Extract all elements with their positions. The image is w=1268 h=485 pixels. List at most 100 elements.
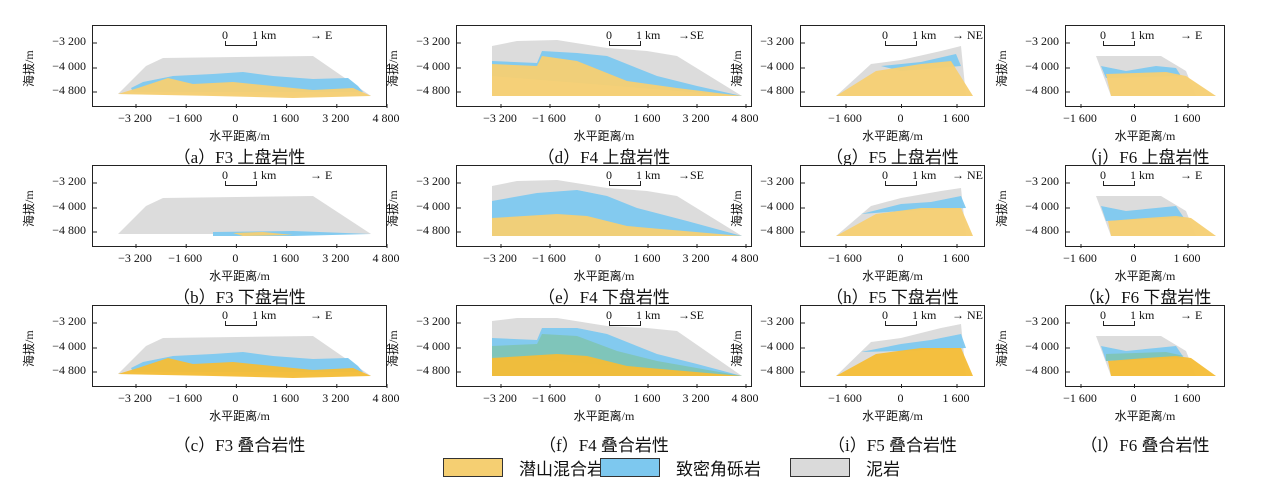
panel-caption: （j）F6 上盘岩性 [1080,148,1210,167]
y-tick-label: −4 000 [760,339,794,353]
lithology-layer [861,196,966,214]
cross-section [1066,42,1216,108]
y-tick-label: −3 200 [760,34,794,48]
x-tick-label: −3 200 [483,111,517,125]
y-tick-label: −4 000 [52,59,86,73]
legend-label: 泥岩 [866,460,900,479]
scale-bar: 0 1 km → E [1100,308,1250,328]
scale-zero: 0 [606,308,612,322]
cross-section [1066,322,1216,388]
y-axis-label: 海拔/m [730,50,744,87]
x-tick-label: 0 [595,391,601,405]
legend-label: 致密角砾岩 [676,460,761,479]
cross-section [1066,182,1216,248]
x-tick-label: 4 800 [372,251,400,265]
x-tick-label: 3 200 [682,251,710,265]
legend-item-mixed-rock: 潜山混合岩 [443,457,604,479]
x-axis-label: 水平距离/m [209,129,270,143]
plot-area [92,305,388,388]
scale-zero: 0 [1100,168,1106,182]
x-tick-label: −1 600 [168,111,203,125]
y-axis-label: 海拔/m [386,190,400,227]
scale-bar-line [225,41,257,46]
lithology-layer [1108,216,1216,236]
legend-item-breccia: 致密角砾岩 [600,457,761,479]
x-axis-label: 水平距离/m [1114,269,1176,283]
x-tick-label: 1 600 [633,111,661,125]
lithology-layer [233,232,293,236]
x-tick-label: −1 600 [532,251,566,265]
panel-b: −3 200 −4 000 −4 800 −3 200 −1 600 0 1 600 3 20… [22,165,400,307]
scale-bar-line [1103,181,1135,186]
y-tick-label: −3 200 [760,174,794,188]
x-tick-label: −1 600 [532,391,566,405]
scale-bar-line [885,41,917,46]
panel-caption: （d）F4 上盘岩性 [537,148,671,167]
x-tick-label: 0 [897,111,904,125]
cross-section [457,318,747,388]
direction-arrow: →SE [678,28,705,42]
lithology-layer [492,354,742,376]
y-tick-label: −4 000 [760,199,794,213]
panel-c: −3 200 −4 000 −4 800 −3 200 −1 600 0 1 600 3 20… [22,305,400,455]
legend-swatch-yellow [443,458,503,477]
lithology-layer [836,208,973,236]
plot-area [456,25,752,108]
x-tick-label: 0 [1130,111,1137,125]
panel-caption: （b）F3 下盘岩性 [173,288,306,307]
cross-section [93,42,388,108]
y-tick-label: −3 200 [760,314,794,328]
scale-zero: 0 [222,28,228,42]
lithology-layer [1106,352,1184,361]
scale-one-km: 1 km [636,28,661,42]
scale-bar: 0 1 km → NE [882,28,1032,48]
cross-section [801,42,973,108]
x-axis-label: 水平距离/m [862,129,923,143]
y-tick-label: −4 800 [1025,83,1059,97]
y-axis-label: 海拔/m [386,330,400,367]
y-axis-label: 海拔/m [995,50,1009,87]
x-tick-label: 0 [1130,251,1137,265]
y-axis-label: 海拔/m [995,190,1009,227]
x-tick-label: −3 200 [118,251,152,265]
scale-one-km: 1 km [252,308,277,322]
x-tick-label: 4 800 [731,251,759,265]
x-axis-label: 水平距离/m [862,269,923,283]
x-tick-label: 1 600 [272,251,300,265]
y-tick-label: −3 200 [416,314,450,328]
y-tick-label: −3 200 [52,34,86,48]
x-tick-label: 4 800 [372,391,400,405]
panel-l: −3 200 −4 000 −4 800 −1 600 0 1 600 海拔/m 水平距离/m… [995,305,1225,455]
y-tick-label: −4 000 [416,59,450,73]
scale-one-km: 1 km [1130,308,1155,322]
x-tick-label: −1 600 [1063,391,1097,405]
y-tick-label: −4 000 [760,59,794,73]
panel-f: −3 200 −4 000 −4 800 −3 200 −1 600 0 1 600 3 20… [386,305,759,455]
scale-bar-line [609,321,641,326]
y-tick-label: −4 000 [1025,199,1059,213]
y-axis-label: 海拔/m [730,190,744,227]
scale-zero: 0 [606,168,612,182]
x-tick-label: 1 600 [272,111,300,125]
x-tick-label: −3 200 [483,391,517,405]
x-tick-label: 3 200 [322,111,350,125]
x-tick-label: 0 [595,251,601,265]
y-axis-label: 海拔/m [22,50,36,87]
lithology-layer [1106,72,1216,96]
x-tick-label: 3 200 [682,111,710,125]
plot-area [92,25,388,108]
scale-bar-line [225,321,257,326]
lithology-layer [492,56,742,96]
panel-i: −3 200 −4 000 −4 800 −1 600 0 1 600 海拔/m 水平距离/m… [730,305,985,455]
y-tick-label: −4 800 [416,363,450,377]
scale-one-km: 1 km [912,308,937,322]
scale-bar: 0 1 km → NE [882,168,1032,188]
y-axis-label: 海拔/m [386,50,400,87]
panel-e: −3 200 −4 000 −4 800 −3 200 −1 600 0 1 600 3 20… [386,165,759,307]
y-tick-label: −4 800 [52,223,86,237]
plot-area [456,165,752,248]
x-axis-label: 水平距离/m [573,129,635,143]
x-tick-label: −1 600 [1063,251,1097,265]
panel-caption: （f）F4 叠合岩性 [539,436,669,455]
x-tick-label: −1 600 [828,391,862,405]
